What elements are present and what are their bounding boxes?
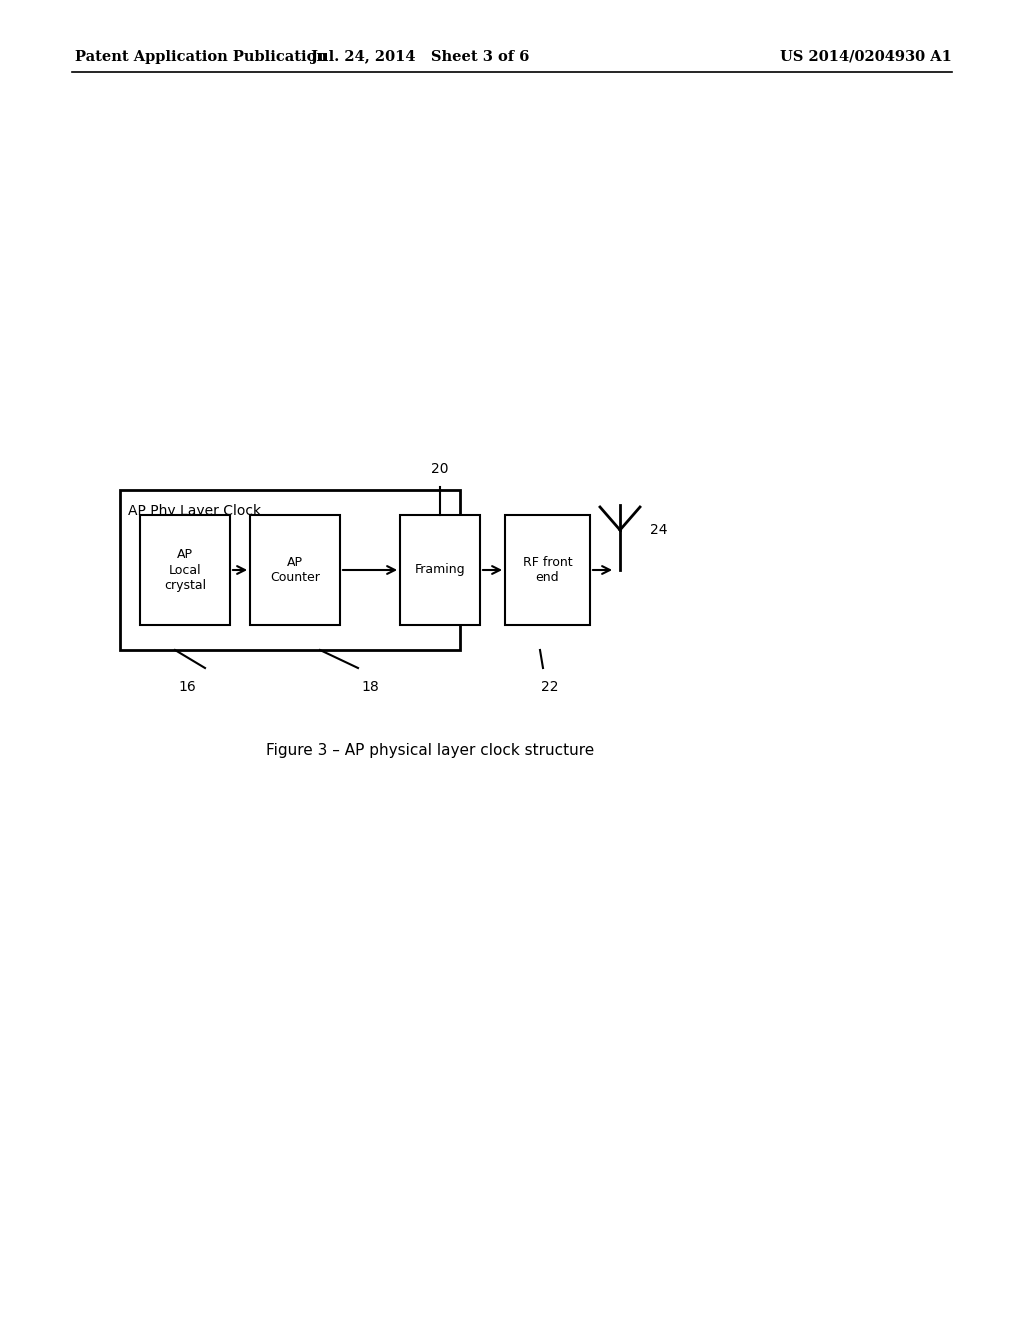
Bar — [250, 515, 340, 624]
Text: 22: 22 — [542, 680, 559, 694]
Text: AP
Local
crystal: AP Local crystal — [164, 549, 206, 591]
Text: RF front
end: RF front end — [522, 556, 572, 583]
Text: AP Phy Layer Clock: AP Phy Layer Clock — [128, 504, 261, 517]
Text: AP
Counter: AP Counter — [270, 556, 319, 583]
Text: Figure 3 – AP physical layer clock structure: Figure 3 – AP physical layer clock struc… — [266, 742, 594, 758]
Text: US 2014/0204930 A1: US 2014/0204930 A1 — [780, 50, 952, 63]
Text: Patent Application Publication: Patent Application Publication — [75, 50, 327, 63]
Bar — [140, 515, 230, 624]
Text: 18: 18 — [361, 680, 379, 694]
Bar — [120, 490, 460, 649]
Text: 16: 16 — [178, 680, 196, 694]
Bar — [505, 515, 590, 624]
Text: Framing: Framing — [415, 564, 465, 577]
Bar — [400, 515, 480, 624]
Text: Jul. 24, 2014   Sheet 3 of 6: Jul. 24, 2014 Sheet 3 of 6 — [311, 50, 529, 63]
Text: 20: 20 — [431, 462, 449, 477]
Text: 24: 24 — [650, 523, 668, 537]
